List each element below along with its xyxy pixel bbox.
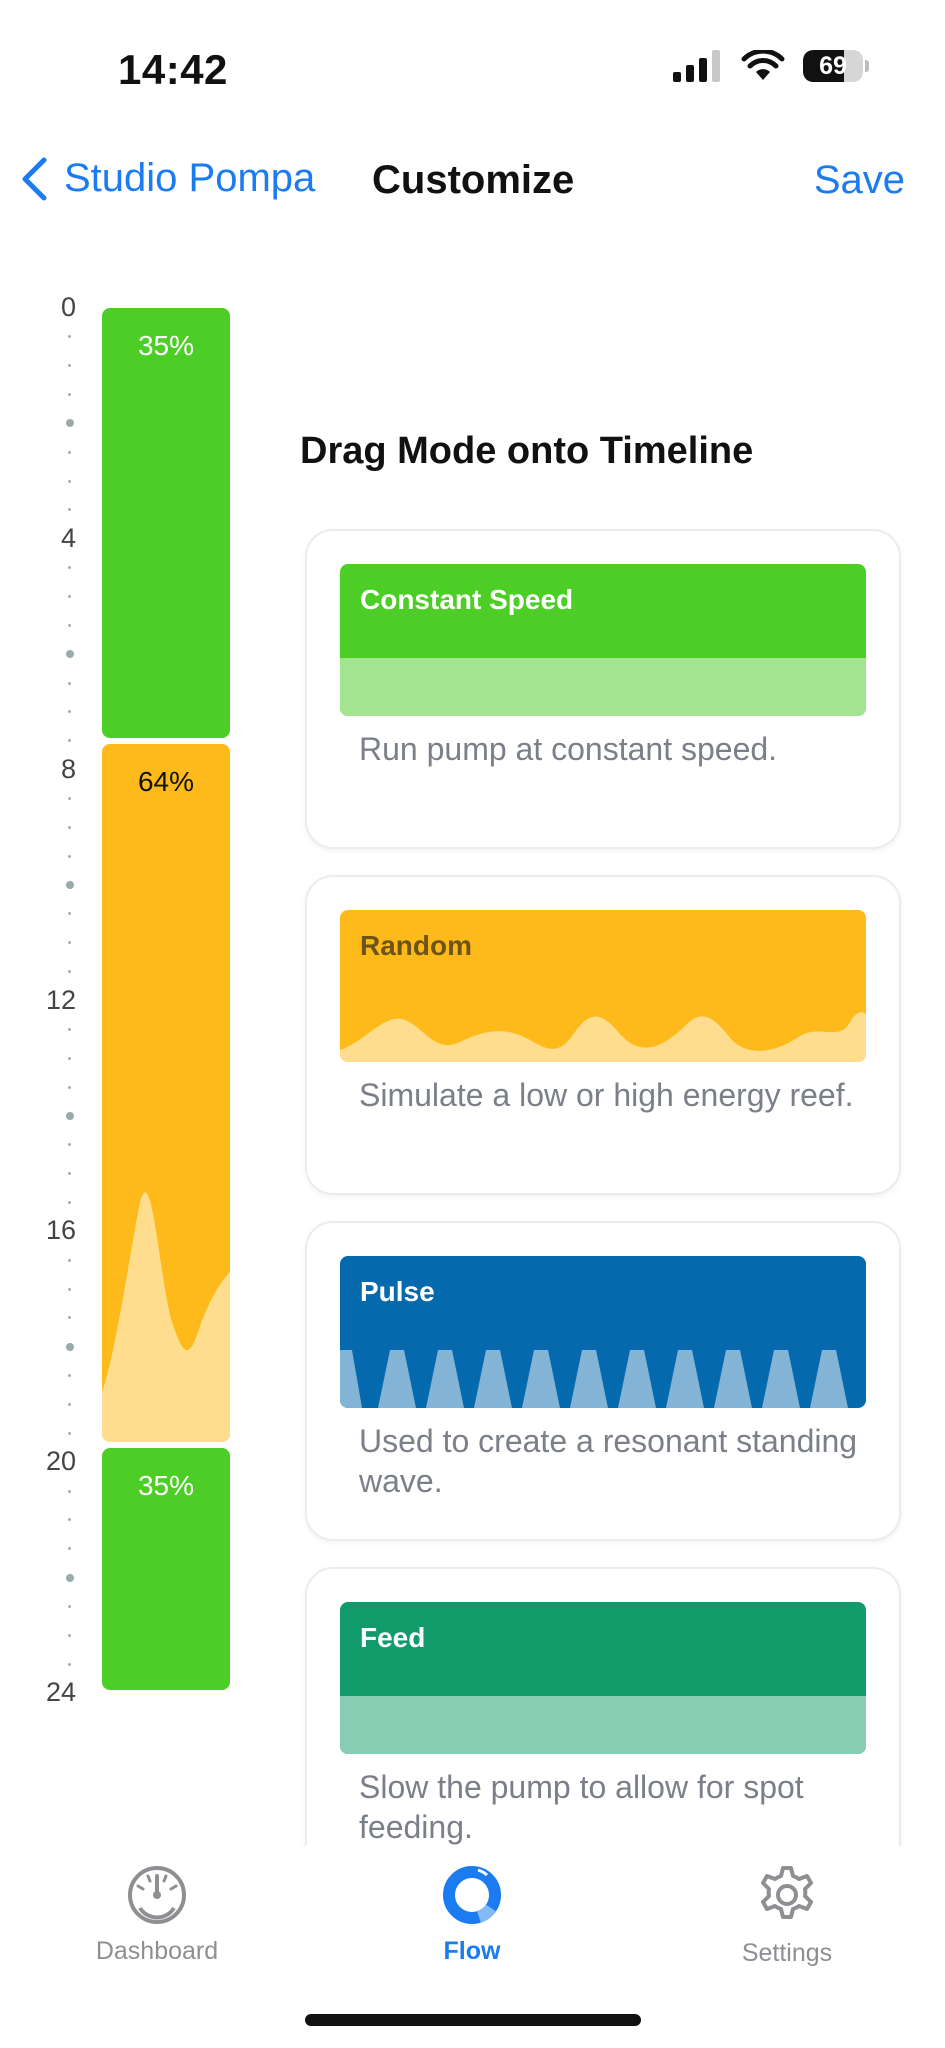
timeline-tick [68, 1662, 71, 1666]
timeline-tick [68, 479, 71, 483]
back-button[interactable]: Studio Pompa [20, 156, 315, 201]
tab-settings[interactable]: Settings [677, 1864, 897, 1968]
timeline-tick [68, 1172, 71, 1176]
timeline-segment-constant-2[interactable]: 35% [102, 1447, 230, 1690]
timeline-tick [68, 623, 71, 627]
timeline-tick [68, 1200, 71, 1204]
mode-card-constant-speed[interactable]: Constant Speed Run pump at constant spee… [305, 529, 901, 849]
timeline-tick [68, 854, 71, 858]
timeline-tick [68, 681, 71, 685]
gear-icon [761, 1866, 813, 1919]
mode-description: Slow the pump to allow for spot feeding. [359, 1769, 804, 1845]
timeline-tick [68, 1027, 71, 1031]
battery-icon: 69 [803, 50, 863, 82]
mode-description: Run pump at constant speed. [359, 731, 778, 767]
timeline-tick [68, 1431, 71, 1435]
timeline-tick [66, 1573, 74, 1582]
segment-speed-label: 35% [137, 1469, 195, 1501]
gauge-icon [128, 1866, 186, 1924]
hour-label-16: 16 [45, 1215, 76, 1246]
timeline-tick [68, 595, 71, 599]
mode-description: Used to create a resonant standing wave. [359, 1423, 858, 1499]
hour-label-12: 12 [45, 984, 76, 1015]
timeline-segment-random[interactable]: 64% [102, 743, 230, 1442]
home-indicator [305, 2014, 641, 2026]
cellular-signal-icon [673, 50, 720, 82]
timeline-tick [68, 1402, 71, 1406]
timeline-tick [68, 1085, 71, 1089]
timeline-tick [68, 1143, 71, 1147]
mode-title: Pulse [360, 1276, 435, 1307]
mode-swatch: Pulse [340, 1256, 866, 1408]
tab-label: Dashboard [95, 1937, 219, 1965]
tab-label: Flow [443, 1937, 501, 1965]
mode-card-pulse[interactable]: Pulse Used to create a resonant standing… [305, 1221, 901, 1541]
hour-label-4: 4 [60, 522, 76, 553]
timeline-tick [68, 393, 71, 397]
timeline-tick [68, 1547, 71, 1551]
mode-card-random[interactable]: Random Simulate a low or high energy ree… [305, 875, 901, 1195]
tab-dashboard[interactable]: Dashboard [47, 1864, 267, 1966]
tab-label: Settings [741, 1939, 833, 1967]
timeline-tick [68, 739, 71, 743]
wifi-icon [741, 50, 785, 80]
timeline-tick [66, 1342, 74, 1351]
flow-ring-icon [443, 1866, 501, 1924]
timeline-tick [68, 1604, 71, 1608]
segment-speed-label: 35% [137, 330, 195, 361]
chevron-left-icon [22, 157, 47, 200]
timeline-tick [68, 1258, 71, 1262]
mode-description: Simulate a low or high energy reef. [359, 1077, 854, 1113]
save-button[interactable]: Save [813, 158, 905, 202]
timeline-tick [68, 1633, 71, 1637]
timeline-tick [68, 508, 71, 512]
timeline-tick [68, 1518, 71, 1522]
modes-heading: Drag Mode onto Timeline [300, 430, 754, 472]
timeline-tick [66, 881, 74, 890]
hour-label-0: 0 [60, 292, 76, 322]
pulse-wave-graphic [340, 1350, 848, 1408]
mode-title: Feed [360, 1622, 426, 1653]
page-title: Customize [372, 158, 575, 202]
timeline-tick [68, 941, 71, 945]
timeline-tick [68, 566, 71, 570]
mode-swatch: Random [340, 910, 866, 1062]
timeline-tick [66, 1111, 74, 1120]
segment-speed-label: 64% [137, 765, 195, 797]
timeline-tick [68, 912, 71, 916]
battery-level: 69 [819, 51, 847, 80]
hour-label-8: 8 [60, 753, 76, 784]
timeline-tick [66, 419, 74, 428]
timeline-tick [68, 450, 71, 454]
timeline-tick [68, 825, 71, 829]
mode-swatch: Constant Speed [340, 564, 866, 716]
timeline-tick [68, 364, 71, 368]
timeline-tick [68, 1056, 71, 1060]
timeline-tick [68, 710, 71, 714]
timeline-tick [68, 797, 71, 801]
status-time: 14:42 [118, 46, 228, 93]
timeline-tick [68, 1316, 71, 1320]
hour-label-20: 20 [45, 1446, 76, 1477]
status-icons: 69 [673, 50, 869, 82]
battery-indicator: 69 [803, 50, 869, 82]
hour-label-24: 24 [45, 1677, 76, 1707]
timeline-tick [68, 1489, 71, 1493]
timeline-tick [68, 970, 71, 974]
mode-title: Random [360, 930, 472, 961]
timeline-tick [68, 1287, 71, 1291]
random-wave-graphic [102, 1192, 230, 1442]
mode-card-feed[interactable]: Feed Slow the pump to allow for spot fee… [305, 1567, 901, 1891]
timeline-tick [68, 335, 71, 339]
random-wave-graphic [340, 1012, 866, 1062]
timeline-tick [66, 650, 74, 659]
timeline-tick [68, 1374, 71, 1378]
back-label: Studio Pompa [64, 156, 316, 200]
tab-flow[interactable]: Flow [362, 1864, 582, 1966]
timeline-segment-constant-1[interactable]: 35% [102, 308, 230, 738]
mode-title: Constant Speed [360, 584, 574, 615]
mode-swatch: Feed [340, 1602, 866, 1754]
